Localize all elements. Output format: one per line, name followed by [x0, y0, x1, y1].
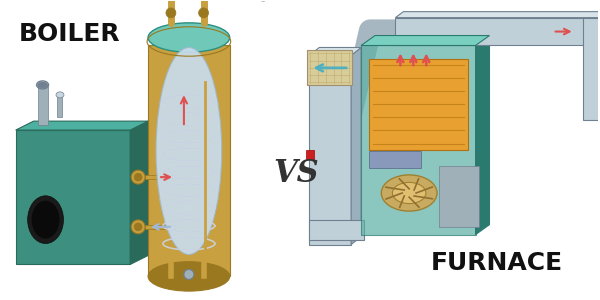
Polygon shape: [310, 47, 361, 56]
Ellipse shape: [392, 182, 426, 204]
Polygon shape: [361, 46, 476, 235]
Ellipse shape: [156, 47, 222, 254]
Ellipse shape: [381, 175, 437, 211]
Ellipse shape: [32, 201, 59, 238]
Ellipse shape: [134, 173, 142, 181]
Polygon shape: [130, 121, 148, 265]
Bar: [145, 175, 175, 179]
Bar: [38, 85, 47, 125]
Polygon shape: [16, 130, 130, 265]
Polygon shape: [476, 35, 490, 235]
Ellipse shape: [199, 8, 209, 18]
Polygon shape: [310, 56, 351, 244]
Bar: [583, 18, 600, 120]
Bar: [307, 149, 314, 160]
Polygon shape: [395, 12, 600, 18]
Text: VS: VS: [274, 158, 319, 189]
Ellipse shape: [131, 220, 145, 234]
Ellipse shape: [166, 8, 176, 18]
Bar: [369, 59, 467, 149]
Ellipse shape: [257, 0, 269, 1]
Polygon shape: [351, 47, 361, 244]
Ellipse shape: [28, 196, 64, 244]
Text: FURNACE: FURNACE: [431, 251, 563, 275]
Bar: [145, 225, 175, 229]
Bar: [307, 50, 352, 85]
Bar: [148, 46, 230, 276]
Bar: [310, 220, 364, 240]
Ellipse shape: [131, 170, 145, 184]
Polygon shape: [16, 121, 148, 130]
Bar: [439, 166, 479, 226]
Ellipse shape: [148, 23, 230, 52]
Ellipse shape: [148, 262, 230, 291]
Text: BOILER: BOILER: [19, 22, 120, 46]
Bar: [58, 95, 62, 117]
Bar: [395, 18, 600, 46]
Bar: [369, 152, 421, 168]
Ellipse shape: [184, 269, 194, 279]
Polygon shape: [361, 35, 490, 46]
Ellipse shape: [134, 223, 142, 231]
Ellipse shape: [56, 92, 64, 98]
Ellipse shape: [38, 82, 47, 88]
